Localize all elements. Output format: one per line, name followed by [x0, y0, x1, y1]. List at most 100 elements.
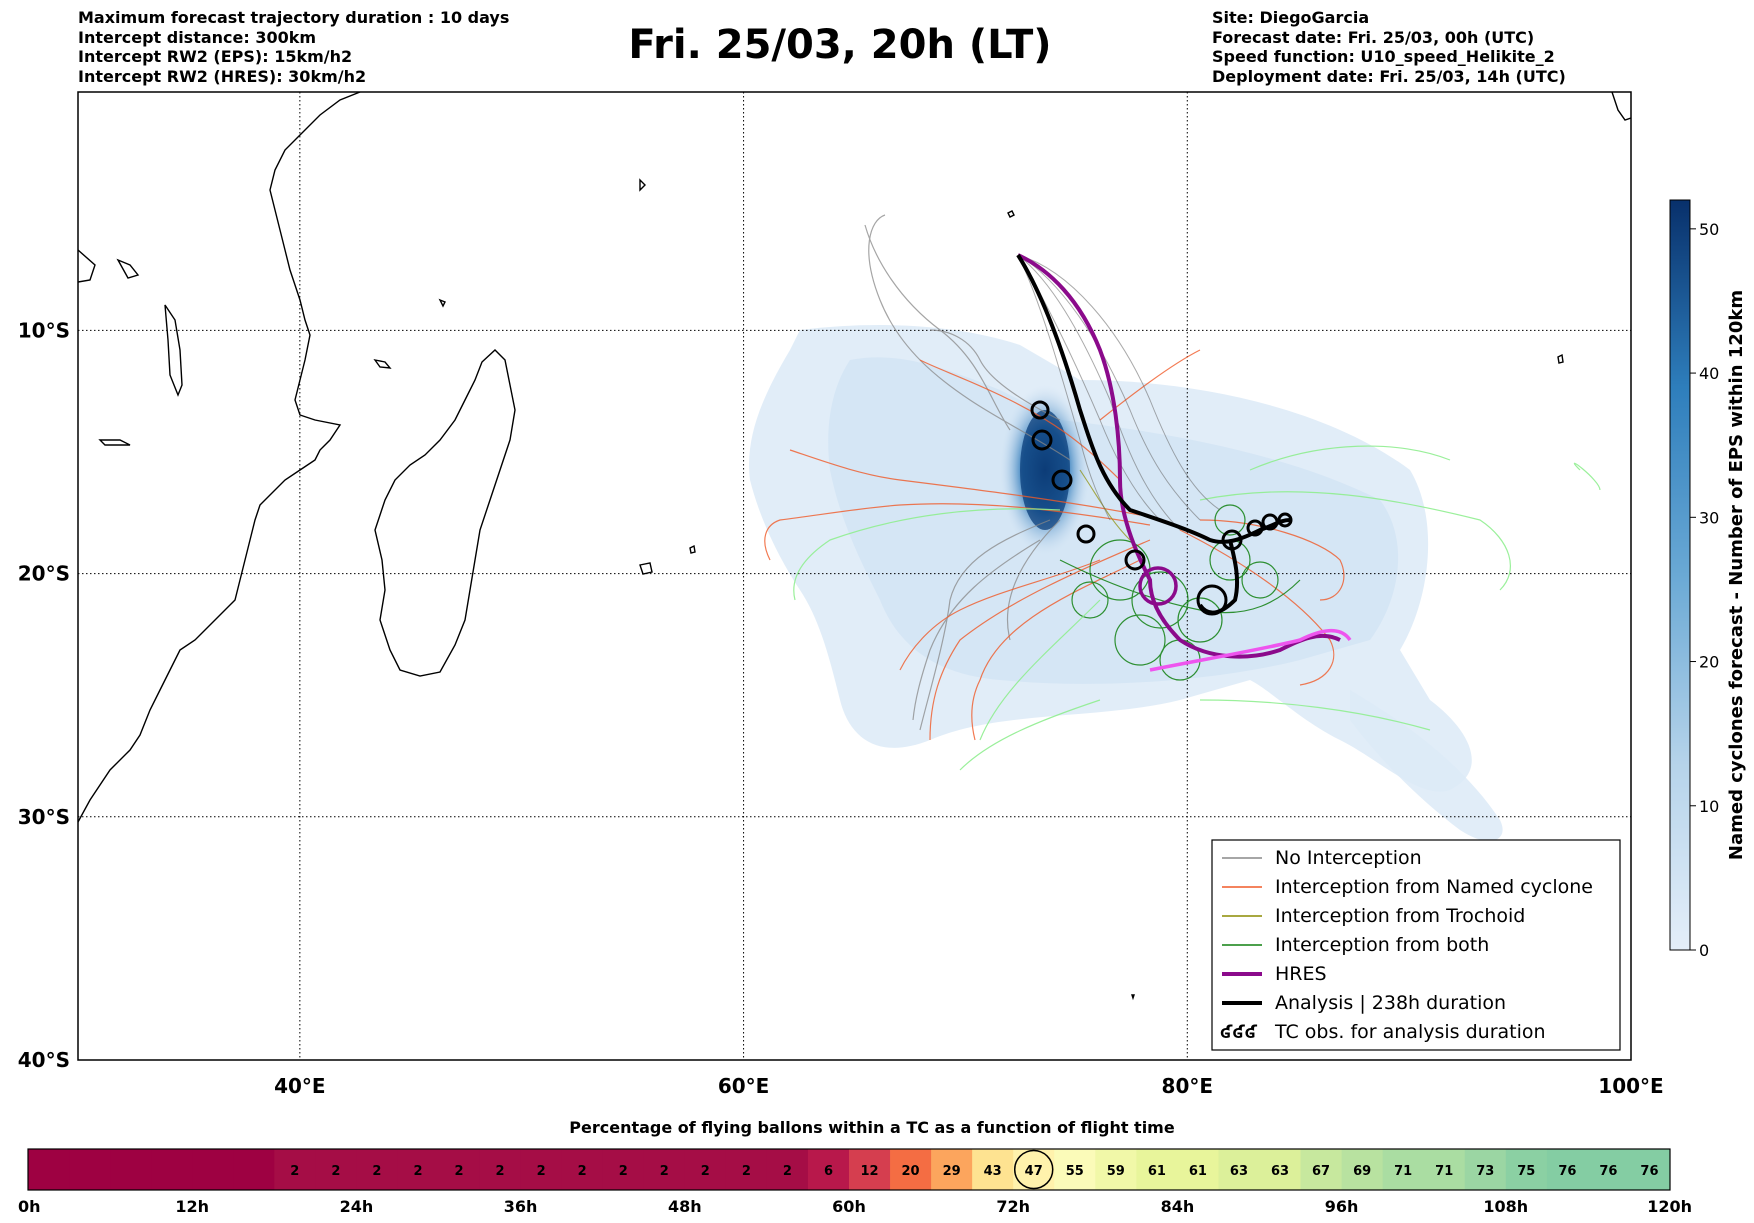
- legend-label: No Interception: [1275, 847, 1422, 869]
- header-left-line: Intercept distance: 300km: [78, 27, 317, 47]
- header-right-line: Speed function: U10_speed_Helikite_2: [1212, 47, 1555, 66]
- time-bar-cell: [849, 1149, 891, 1190]
- time-bar-cell: [725, 1149, 768, 1190]
- analysis-trajectory: [1016, 253, 1291, 615]
- lat-label: 40°S: [18, 1048, 70, 1072]
- island: [689, 544, 696, 554]
- header-left-line: Intercept RW2 (HRES): 30km/h2: [78, 66, 367, 86]
- time-bar-cell: [643, 1149, 686, 1190]
- time-bar-value: 12: [860, 1164, 878, 1179]
- trajectory: [1199, 519, 1345, 601]
- colorbar-tick-label: 20: [1699, 653, 1719, 672]
- time-bar-cell: [1464, 1149, 1507, 1190]
- time-bar-cell: [684, 1149, 727, 1190]
- time-bar-cell: [438, 1149, 481, 1190]
- colorbar-tick-label: 40: [1699, 364, 1719, 383]
- time-bar-value: 2: [496, 1164, 505, 1179]
- trajectory: [1006, 519, 1061, 641]
- trajectory: [1249, 445, 1451, 471]
- time-bar-cell: [1628, 1149, 1671, 1190]
- trajectory: [979, 599, 1101, 741]
- time-bar-cell: [1095, 1149, 1137, 1190]
- time-bar-cell: [766, 1149, 809, 1190]
- legend-symbol-tc-obs: ʛʛʛ: [1220, 1022, 1258, 1043]
- map-gridlines: [78, 92, 1631, 1060]
- header-right-line: Forecast date: Fri. 25/03, 00h (UTC): [1212, 27, 1535, 47]
- time-bar-cell: [520, 1149, 563, 1190]
- time-bar-cell: [28, 1149, 70, 1190]
- time-bar-value: 55: [1066, 1164, 1084, 1179]
- trajectory: [919, 359, 1121, 481]
- time-bar-cell: [192, 1149, 234, 1190]
- time-bar-value: 2: [742, 1164, 751, 1179]
- time-bar-cell: [356, 1149, 398, 1190]
- trajectory: [793, 508, 1061, 601]
- madagascar-coastline: [374, 349, 516, 677]
- island: [1007, 210, 1015, 218]
- trajectory: [1573, 462, 1601, 491]
- legend-label: Interception from Trochoid: [1275, 905, 1525, 927]
- trajectory: [929, 539, 1151, 741]
- tc-obs-marker: [1030, 400, 1050, 420]
- colorbar-tick-label: 10: [1699, 797, 1719, 816]
- time-bar-label: 0h: [18, 1197, 41, 1216]
- trajectory: [1059, 559, 1301, 614]
- time-bar-cell: [1136, 1149, 1178, 1190]
- trajectory: [864, 224, 1011, 431]
- coastlines: [78, 92, 1631, 1001]
- time-bar-value: 67: [1312, 1164, 1330, 1179]
- header-right-info: Site: DiegoGarcia Forecast date: Fri. 25…: [1212, 8, 1566, 86]
- time-bar-cell: [1423, 1149, 1466, 1190]
- island: [373, 358, 392, 369]
- island: [1131, 994, 1135, 1001]
- time-bar-cell: [1341, 1149, 1384, 1190]
- time-bar-cell: [315, 1149, 357, 1190]
- time-bar-cell: [69, 1149, 111, 1190]
- island: [78, 249, 96, 283]
- trajectory: [1199, 699, 1431, 731]
- time-bar-value: 59: [1107, 1164, 1125, 1179]
- time-bar-cell: [1259, 1149, 1302, 1190]
- trajectory: [1199, 491, 1511, 591]
- island: [98, 439, 131, 446]
- tc-obs-marker: [1196, 584, 1228, 616]
- tc-obs-markers: [1030, 400, 1293, 616]
- island: [438, 298, 446, 308]
- time-bar-label: 48h: [668, 1197, 702, 1216]
- time-bar-cell: [1300, 1149, 1343, 1190]
- time-bar-current-marker: [1013, 1149, 1054, 1190]
- time-bar-value: 69: [1353, 1164, 1371, 1179]
- trajectory: [919, 519, 1051, 731]
- trajectory: [1017, 254, 1201, 521]
- time-bar-label: 96h: [1325, 1197, 1359, 1216]
- time-bar-value: 2: [537, 1164, 546, 1179]
- trajectory-loop: [1177, 597, 1223, 643]
- time-bar-cell: [931, 1149, 973, 1190]
- header-left-line: Maximum forecast trajectory duration : 1…: [78, 8, 510, 27]
- time-bar-cell: [110, 1149, 152, 1190]
- time-bar-value: 73: [1476, 1164, 1494, 1179]
- header-right-line: Deployment date: Fri. 25/03, 14h (UTC): [1212, 66, 1566, 86]
- trajectory: [789, 449, 1141, 516]
- time-bar-label: 72h: [996, 1197, 1030, 1216]
- lat-label: 10°S: [18, 318, 70, 342]
- time-bar-value: 2: [455, 1164, 464, 1179]
- time-bar-label: 36h: [504, 1197, 538, 1216]
- island: [164, 304, 183, 397]
- trajectory: [971, 559, 1141, 741]
- time-bar-cell: [479, 1149, 522, 1190]
- tc-obs-marker: [1221, 529, 1243, 551]
- time-bar-label: 12h: [175, 1197, 209, 1216]
- trajectory: [959, 699, 1101, 771]
- colorbar: 0 10 20 30 40 50 Named cyclones forecast - Nu…: [1669, 199, 1747, 960]
- trajectories-gray-dense: [1017, 254, 1221, 531]
- time-bar-label: 120h: [1647, 1197, 1692, 1216]
- trajectory: [929, 329, 1061, 421]
- time-bar-label: 108h: [1483, 1197, 1528, 1216]
- time-bar-value: 61: [1189, 1164, 1207, 1179]
- trajectory: [912, 539, 1041, 721]
- time-bar-cell: [1505, 1149, 1548, 1190]
- map-area: [77, 91, 1632, 1061]
- tc-obs-marker: [1124, 549, 1146, 571]
- time-bar-value: 76: [1558, 1164, 1576, 1179]
